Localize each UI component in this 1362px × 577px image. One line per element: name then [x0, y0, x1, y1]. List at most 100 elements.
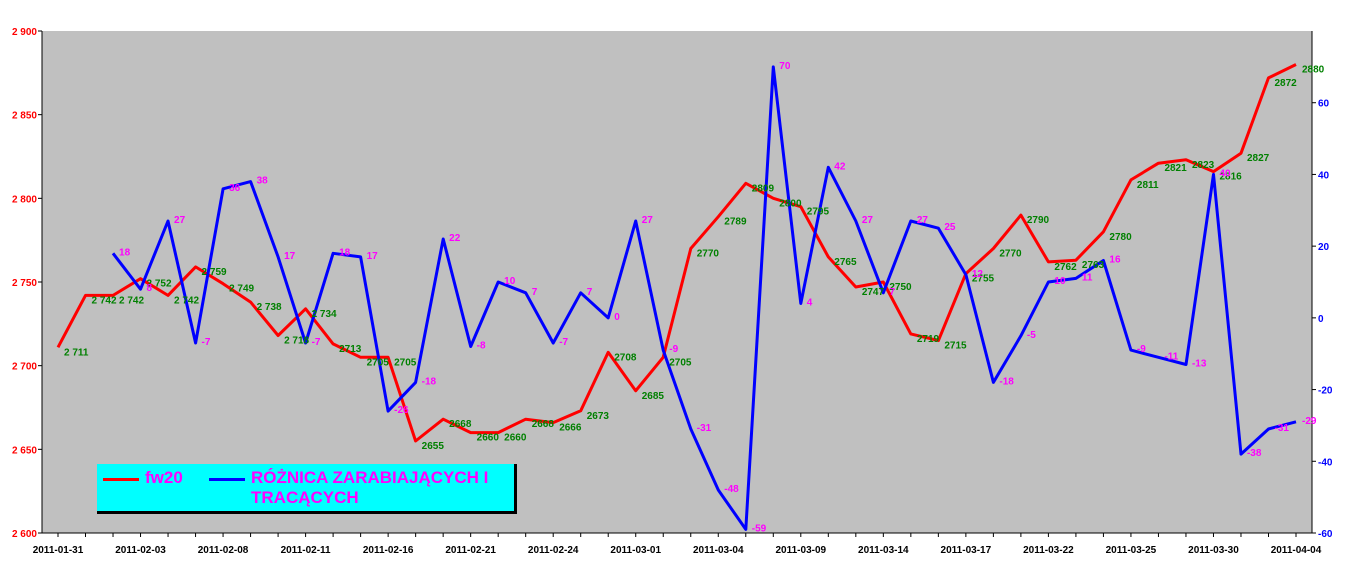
data-label-roznica: -7 [312, 337, 321, 348]
data-label-fw20: 2 738 [257, 302, 282, 313]
x-tick-label: 2011-02-24 [528, 545, 579, 556]
data-label-roznica: 18 [119, 247, 131, 258]
data-label-fw20: 2765 [834, 257, 857, 268]
data-label-roznica: -18 [422, 376, 437, 387]
data-label-fw20: 2780 [1109, 232, 1132, 243]
legend-item-fw20: fw20 [103, 468, 183, 488]
data-label-fw20: 2880 [1302, 64, 1325, 75]
series-line-fw20 [56, 63, 1297, 443]
data-label-fw20: 2872 [1274, 78, 1297, 89]
legend-swatch-roznica [209, 478, 245, 481]
x-tick-label: 2011-03-04 [693, 545, 744, 556]
data-label-roznica: 8 [147, 283, 153, 294]
data-label-fw20: 2 734 [312, 309, 337, 320]
x-tick-label: 2011-04-04 [1271, 545, 1322, 556]
data-label-roznica: 7 [889, 287, 895, 298]
data-label-roznica: -9 [669, 344, 678, 355]
data-label-roznica: 42 [834, 161, 846, 172]
data-label-fw20: 2660 [477, 433, 500, 444]
data-label-fw20: 2827 [1247, 153, 1270, 164]
data-label-roznica: 27 [917, 215, 929, 226]
y-right-tick-label: 60 [1318, 99, 1330, 110]
x-tick-label: 2011-03-14 [858, 545, 909, 556]
y-left-tick-label: 2 800 [12, 194, 37, 205]
data-label-roznica: 16 [1109, 254, 1121, 265]
data-label-fw20: 2811 [1137, 180, 1159, 191]
data-label-fw20: 2750 [889, 282, 912, 293]
legend-label-roznica-line2: TRACĄCYCH [251, 488, 359, 507]
data-label-roznica: 18 [339, 247, 351, 258]
y-right-tick-label: -40 [1318, 457, 1333, 468]
data-label-roznica: 7 [532, 287, 538, 298]
x-tick-label: 2011-03-17 [941, 545, 992, 556]
data-label-roznica: -7 [559, 337, 568, 348]
data-label-fw20: 2 752 [147, 279, 172, 290]
data-label-roznica: -31 [1274, 423, 1289, 434]
y-left-tick-label: 2 850 [12, 111, 37, 122]
data-label-fw20: 2823 [1192, 160, 1215, 171]
x-tick-label: 2011-02-11 [281, 545, 331, 556]
x-tick-label: 2011-03-09 [775, 545, 826, 556]
data-label-roznica: 10 [504, 276, 516, 287]
y-left-tick-label: 2 700 [12, 362, 37, 373]
data-label-fw20: 2747 [862, 287, 885, 298]
data-label-fw20: 2795 [807, 207, 830, 218]
legend-label-roznica: RÓŻNICA ZARABIAJĄCYCH I TRACĄCYCH [251, 468, 488, 508]
x-tick-label: 2011-02-21 [445, 545, 496, 556]
data-label-fw20: 2685 [642, 391, 665, 402]
legend-item-roznica: RÓŻNICA ZARABIAJĄCYCH I TRACĄCYCH [209, 468, 488, 508]
data-label-fw20: 2705 [394, 357, 417, 368]
data-label-fw20: 2789 [724, 217, 747, 228]
data-label-fw20: 2668 [449, 419, 472, 430]
y-right-tick-label: -60 [1318, 529, 1333, 540]
data-label-fw20: 2 742 [92, 295, 117, 306]
plot-area [42, 31, 1312, 533]
series-line-roznica [111, 65, 1297, 531]
data-label-roznica: 0 [614, 312, 620, 323]
data-label-roznica: 7 [587, 287, 593, 298]
data-label-fw20: 2755 [972, 274, 995, 285]
data-label-roznica: 36 [229, 183, 241, 194]
data-label-fw20: 2666 [559, 423, 582, 434]
data-label-roznica: -8 [477, 341, 486, 352]
data-label-fw20: 2 742 [119, 295, 144, 306]
data-label-fw20: 2770 [999, 249, 1022, 260]
x-tick-label: 2011-02-16 [363, 545, 414, 556]
data-label-fw20: 2821 [1164, 163, 1187, 174]
data-label-fw20: 2713 [339, 344, 362, 355]
data-label-roznica: 27 [642, 215, 654, 226]
y-right-tick-label: 40 [1318, 170, 1330, 181]
data-label-fw20: 2763 [1082, 260, 1105, 271]
data-label-roznica: 22 [449, 233, 461, 244]
data-label-fw20: 2715 [944, 341, 967, 352]
x-tick-label: 2011-03-25 [1106, 545, 1157, 556]
data-label-roznica: 4 [807, 298, 813, 309]
data-label-fw20: 2668 [532, 419, 555, 430]
legend: fw20 RÓŻNICA ZARABIAJĄCYCH I TRACĄCYCH [97, 464, 517, 514]
data-label-roznica: 40 [1219, 168, 1231, 179]
data-label-fw20: 2719 [917, 334, 940, 345]
data-label-fw20: 2770 [697, 249, 720, 260]
axes: 2 600 2 650 2 700 2 750 2 800 2 850 2 900 -60 -4… [12, 27, 1333, 556]
data-label-roznica: 25 [944, 222, 956, 233]
data-label-roznica: -29 [1302, 416, 1317, 427]
series-lines [56, 63, 1297, 531]
data-label-roznica: -38 [1247, 448, 1262, 459]
y-left-tick-label: 2 900 [12, 27, 37, 38]
data-label-fw20: 2708 [614, 352, 637, 363]
data-label-roznica: -11 [1164, 351, 1178, 362]
data-label-roznica: -9 [1137, 344, 1146, 355]
data-label-roznica: -59 [752, 523, 767, 534]
data-label-roznica: -13 [1192, 358, 1207, 369]
data-label-roznica: 27 [862, 215, 874, 226]
data-label-roznica: 38 [257, 176, 269, 187]
data-label-roznica: -18 [999, 376, 1014, 387]
y-left-tick-label: 2 650 [12, 445, 37, 456]
y-right-tick-label: 0 [1318, 314, 1324, 325]
x-tick-label: 2011-02-08 [198, 545, 249, 556]
legend-swatch-fw20 [103, 478, 139, 481]
data-label-fw20: 2655 [422, 441, 445, 452]
